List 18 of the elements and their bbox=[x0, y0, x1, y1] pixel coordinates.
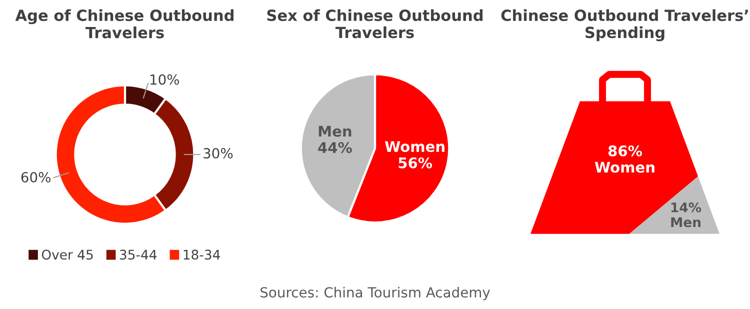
slice-label: Women bbox=[384, 141, 444, 152]
slice-label: Men bbox=[318, 126, 352, 137]
data-label: 86% bbox=[608, 145, 642, 156]
chart-title: Sex of Chinese Outbound Travelers bbox=[267, 9, 483, 38]
legend-label: Over 45 bbox=[42, 250, 93, 260]
data-label: 30% bbox=[204, 148, 233, 159]
text: Chinese Outbound Travelers’ Spending bbox=[501, 9, 748, 42]
legend-label: 18-34 bbox=[184, 250, 220, 260]
data-label: 14% bbox=[671, 202, 702, 212]
category-label: Women bbox=[594, 162, 654, 173]
chart-title: Age of Chinese Outbound Travelers bbox=[15, 9, 234, 38]
data-label: 44% bbox=[318, 142, 352, 154]
data-label: 60% bbox=[21, 172, 51, 182]
category-label: Men bbox=[671, 217, 700, 228]
data-label: 10% bbox=[150, 74, 180, 85]
source-note: Sources: China Tourism Academy bbox=[260, 286, 490, 300]
legend-label: 35-44 bbox=[120, 250, 157, 260]
data-label: 56% bbox=[398, 157, 432, 168]
